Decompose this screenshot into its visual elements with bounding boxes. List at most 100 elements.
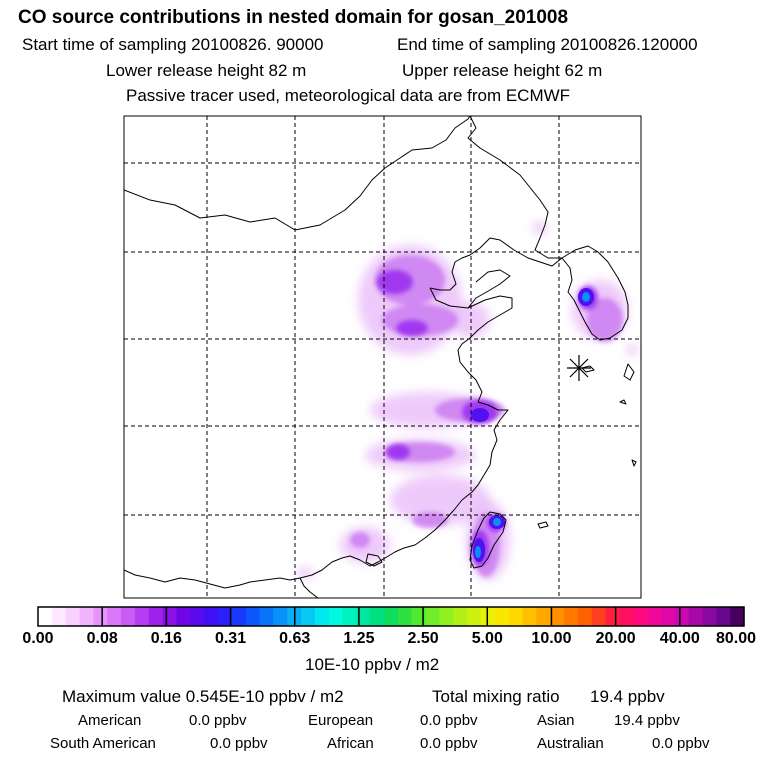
chart-title: CO source contributions in nested domain… bbox=[18, 7, 569, 28]
colorbar-swatch bbox=[134, 607, 150, 626]
coast-bohai-west bbox=[429, 237, 563, 291]
coast-korea-east bbox=[561, 245, 629, 339]
tracer-note: Passive tracer used, meteorological data… bbox=[126, 86, 571, 105]
total-mixing-label: Total mixing ratio bbox=[432, 687, 560, 706]
maximum-value: Maximum value 0.545E-10 ppbv / m2 bbox=[62, 687, 344, 706]
core-shanghai bbox=[471, 408, 489, 422]
colorbar-tick-label: 20.00 bbox=[595, 630, 636, 647]
plume-strong-3 bbox=[386, 444, 410, 460]
border-mongolia-china bbox=[124, 116, 471, 231]
colorbar-swatch bbox=[356, 607, 371, 626]
south-american-label: South American bbox=[50, 735, 156, 752]
island-hainan bbox=[365, 553, 383, 567]
colorbar-tick-label: 0.63 bbox=[279, 630, 311, 647]
colorbar-swatch bbox=[245, 607, 261, 626]
colorbar-swatch bbox=[411, 607, 427, 626]
african-label: African bbox=[327, 735, 374, 752]
colorbar-swatch bbox=[619, 607, 634, 626]
coast-shandong bbox=[467, 269, 511, 309]
plume-south-china bbox=[390, 475, 490, 525]
colorbar-swatch bbox=[384, 607, 399, 626]
colorbar-swatch bbox=[453, 607, 468, 626]
colorbar-tick-label: 40.00 bbox=[659, 630, 700, 647]
coast-korea-west bbox=[561, 257, 611, 341]
coastlines bbox=[124, 116, 637, 598]
colorbar-swatch bbox=[301, 607, 316, 626]
coast-south-china bbox=[124, 555, 371, 589]
colorbar-swatch bbox=[38, 607, 53, 626]
european-value: 0.0 ppbv bbox=[420, 712, 478, 729]
colorbar-swatch bbox=[273, 607, 288, 626]
colorbar-swatch bbox=[397, 607, 413, 626]
plume-strong-1 bbox=[377, 270, 413, 294]
coast-japan-kyushu bbox=[623, 363, 635, 381]
map-frame bbox=[123, 115, 642, 599]
colorbar-swatch bbox=[121, 607, 136, 626]
colorbar-swatch bbox=[190, 607, 205, 626]
colorbar-tick-label: 10.00 bbox=[531, 630, 572, 647]
colorbar-swatch bbox=[480, 607, 496, 626]
colorbar-swatch bbox=[564, 607, 579, 626]
colorbar-swatch bbox=[162, 607, 178, 626]
colorbar-swatch bbox=[550, 607, 565, 626]
colorbar-swatch bbox=[425, 607, 441, 626]
end-time: End time of sampling 20100826.120000 bbox=[397, 35, 698, 54]
core-taiwan-north-inner bbox=[493, 518, 501, 526]
coast-taiwan bbox=[469, 511, 507, 569]
colorbar-swatch bbox=[494, 607, 510, 626]
total-mixing-value: 19.4 ppbv bbox=[590, 687, 665, 706]
plume-med-6 bbox=[350, 532, 370, 548]
map-area bbox=[124, 116, 641, 598]
american-label: American bbox=[78, 712, 142, 729]
colorbar-swatch bbox=[217, 607, 233, 626]
core-korea-inner bbox=[582, 292, 590, 302]
asterisk-star-icon bbox=[567, 355, 591, 381]
colorbar-swatch bbox=[702, 607, 717, 626]
colorbar-swatch bbox=[259, 607, 274, 626]
colorbar-tick-label: 0.31 bbox=[214, 630, 247, 647]
colorbar-tick-label: 1.25 bbox=[343, 630, 375, 647]
colorbar-swatch bbox=[204, 607, 219, 626]
island-small-2 bbox=[619, 399, 627, 405]
colorbar-swatch bbox=[328, 607, 344, 626]
colorbar-swatch bbox=[633, 607, 648, 626]
south-american-value: 0.0 ppbv bbox=[210, 735, 268, 752]
colorbar-swatch bbox=[314, 607, 330, 626]
colorbar-swatch bbox=[674, 607, 690, 626]
colorbar-swatch bbox=[148, 607, 164, 626]
start-time: Start time of sampling 20100826. 90000 bbox=[22, 35, 324, 54]
colorbar-swatch bbox=[536, 607, 551, 626]
colorbar-swatch bbox=[107, 607, 122, 626]
plume-med-7 bbox=[587, 298, 623, 342]
colorbar-swatch bbox=[467, 607, 482, 626]
coast-hainan-leizhou bbox=[299, 577, 319, 598]
african-value: 0.0 ppbv bbox=[420, 735, 478, 752]
asian-label: Asian bbox=[537, 712, 575, 729]
colorbar bbox=[38, 607, 745, 626]
border-northeast bbox=[467, 116, 562, 259]
colorbar-tick-label: 0.00 bbox=[22, 630, 54, 647]
island-small-1 bbox=[631, 459, 637, 467]
upper-release-height: Upper release height 62 m bbox=[402, 61, 603, 80]
colorbar-swatch bbox=[93, 607, 108, 626]
map-grid bbox=[124, 116, 641, 598]
asian-value: 19.4 ppbv bbox=[614, 712, 680, 729]
plume-strong-2 bbox=[396, 320, 428, 336]
colorbar-frame bbox=[37, 606, 745, 627]
colorbar-swatch bbox=[231, 607, 247, 626]
island-small-3 bbox=[537, 521, 549, 529]
australian-label: Australian bbox=[537, 735, 604, 752]
colorbar-swatch bbox=[370, 607, 385, 626]
colorbar-unit: 10E-10 ppbv / m2 bbox=[305, 655, 440, 674]
colorbar-swatch bbox=[660, 607, 676, 626]
colorbar-swatch bbox=[342, 607, 357, 626]
colorbar-tick-label: 5.00 bbox=[471, 630, 503, 647]
plume-speck-north bbox=[532, 222, 548, 234]
colorbar-swatch bbox=[716, 607, 731, 626]
colorbar-swatch bbox=[79, 607, 94, 626]
plume-core-layer bbox=[471, 288, 594, 562]
colorbar-swatch bbox=[176, 607, 191, 626]
lower-release-height: Lower release height 82 m bbox=[106, 61, 307, 80]
plume-med-5 bbox=[412, 512, 448, 528]
